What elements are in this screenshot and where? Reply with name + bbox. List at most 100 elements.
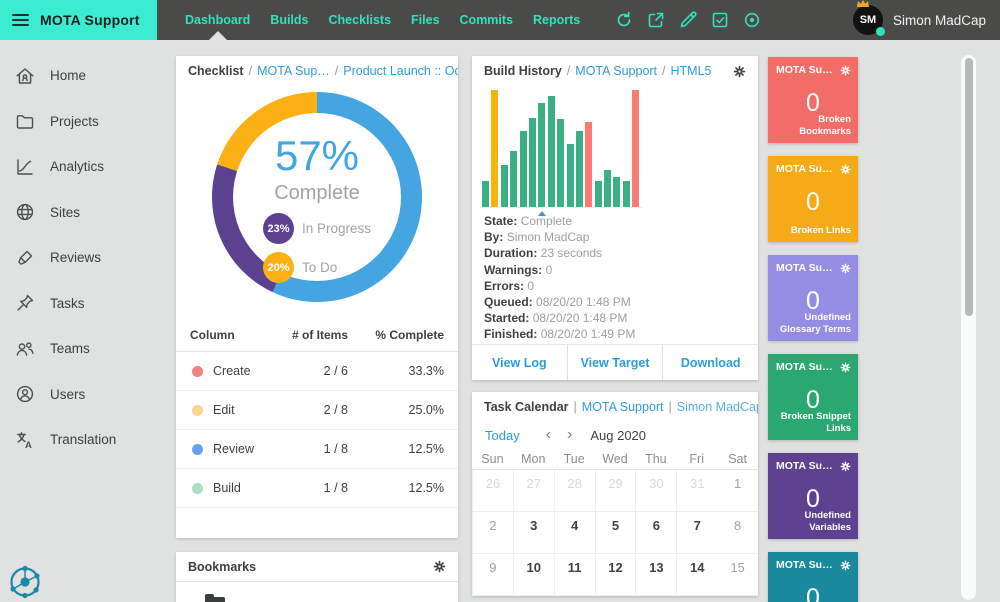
calendar-today-button[interactable]: Today [485, 427, 520, 443]
detail-label: Duration: [484, 246, 538, 261]
nav-tab[interactable]: Checklists [329, 0, 392, 40]
table-row: Edit 2 / 8 25.0% [176, 391, 458, 430]
chevron-right-icon[interactable]: › [567, 426, 573, 443]
calendar-date-cell[interactable]: 5 [594, 512, 636, 554]
calendar-date-cell[interactable]: 8 [717, 512, 758, 554]
folder-icon[interactable] [205, 594, 225, 602]
calendar-date-cell[interactable]: 28 [553, 470, 595, 512]
edit-icon[interactable] [678, 10, 698, 30]
row-color-dot [192, 443, 203, 455]
calendar-date-cell[interactable]: 2 [472, 512, 513, 554]
task-check-icon[interactable] [710, 10, 730, 30]
calendar-date-cell[interactable]: 15 [717, 554, 758, 596]
sidebar-item-home[interactable]: Home [0, 53, 157, 99]
build-bar [575, 130, 583, 207]
calendar-date-cell[interactable]: 4 [553, 512, 595, 554]
refresh-icon[interactable] [614, 10, 634, 30]
target-icon[interactable] [742, 10, 762, 30]
task-calendar-widget: Task Calendar | MOTA Support | Simon Mad… [472, 392, 758, 596]
gear-icon[interactable] [840, 560, 851, 571]
calendar-date-cell[interactable]: 30 [635, 470, 677, 512]
calendar-date-cell[interactable]: 14 [676, 554, 718, 596]
calendar-date-cell[interactable]: 10 [512, 554, 554, 596]
calendar-date-cell[interactable]: 9 [472, 554, 513, 596]
brand-title: MOTA Support [40, 12, 140, 28]
open-in-new-icon[interactable] [646, 10, 666, 30]
calendar-date-cell[interactable]: 6 [635, 512, 677, 554]
sidebar-item-tasks[interactable]: Tasks [0, 281, 157, 327]
gear-icon[interactable] [433, 560, 446, 573]
column-header: Column [190, 327, 235, 342]
build-action-link[interactable]: View Target [568, 345, 664, 380]
nav-tab[interactable]: Builds [270, 0, 308, 40]
build-detail-row: Started: 08/20/20 1:48 PM [484, 310, 746, 326]
app-logo-icon[interactable] [6, 563, 44, 601]
chevron-left-icon[interactable]: ‹ [545, 426, 552, 443]
folder-icon [14, 110, 36, 132]
report-card[interactable]: MOTA Su… 0 Broken Links [768, 156, 858, 242]
sidebar-item-reviews[interactable]: Reviews [0, 235, 157, 281]
report-card-title: MOTA Su… [776, 559, 833, 571]
calendar-date-cell[interactable]: 13 [635, 554, 677, 596]
calendar-date-cell[interactable]: 3 [512, 512, 554, 554]
row-items: 1 / 8 [323, 442, 348, 456]
checklist-widget: Checklist / MOTA Sup… / Product Launch :… [176, 56, 458, 538]
gear-icon[interactable] [840, 461, 851, 472]
calendar-date-cell[interactable]: 7 [676, 512, 718, 554]
report-card[interactable]: MOTA Su… 0 Broken Snippet Links [768, 354, 858, 440]
nav-tab[interactable]: Files [411, 0, 440, 40]
calendar-date-cell[interactable]: 11 [553, 554, 595, 596]
report-card[interactable]: MOTA Su… 0 [768, 552, 858, 602]
checklist-project-link[interactable]: MOTA Sup… [257, 64, 330, 78]
calendar-grid: 26 27 28 29 30 31 1 2 3 4 5 6 7 8 9 [472, 470, 758, 596]
calendar-date-cell[interactable]: 29 [594, 470, 636, 512]
sidebar-item-teams[interactable]: Teams [0, 326, 157, 372]
gear-icon[interactable] [840, 362, 851, 373]
checklist-item-link[interactable]: Product Launch :: October… [343, 64, 458, 78]
sidebar-item-translation[interactable]: A Translation [0, 417, 157, 463]
calendar-date-cell[interactable]: 31 [676, 470, 718, 512]
calendar-date-cell[interactable]: 26 [472, 470, 513, 512]
checklist-donut-ring [212, 92, 422, 302]
build-target-link[interactable]: HTML5 [670, 64, 712, 78]
sidebar-item-projects[interactable]: Projects [0, 99, 157, 145]
sidebar-item-analytics[interactable]: Analytics [0, 144, 157, 190]
build-action-link[interactable]: Download [680, 355, 741, 370]
nav-tab[interactable]: Commits [460, 0, 513, 40]
calendar-date-cell[interactable]: 12 [594, 554, 636, 596]
build-bar [622, 181, 630, 207]
build-action-link[interactable]: View Log [472, 345, 568, 380]
scrollbar-thumb[interactable] [964, 58, 973, 316]
report-card[interactable]: MOTA Su… 0 Undefined Variables [768, 453, 858, 539]
build-details: State: Complete By: Simon MadCap Duratio… [484, 213, 746, 343]
svg-text:A: A [25, 440, 32, 451]
gear-icon[interactable] [840, 164, 851, 175]
nav-tab[interactable]: Dashboard [185, 0, 250, 40]
report-card[interactable]: MOTA Su… 0 Undefined Glossary Terms [768, 255, 858, 341]
hamburger-menu-icon[interactable] [12, 11, 29, 29]
calendar-date-cell[interactable]: 27 [512, 470, 554, 512]
calendar-user-link[interactable]: Simon MadCap [676, 400, 758, 414]
calendar-date-cell[interactable]: 1 [717, 470, 758, 512]
gear-icon[interactable] [840, 65, 851, 76]
detail-label: Queued: [484, 295, 533, 310]
build-bar [604, 169, 612, 207]
crumb-separator: / [662, 64, 666, 78]
build-project-link[interactable]: MOTA Support [575, 64, 658, 78]
report-card[interactable]: MOTA Su… 0 Broken Bookmarks [768, 57, 858, 143]
globe-icon [14, 201, 36, 223]
sidebar-item-sites[interactable]: Sites [0, 190, 157, 236]
people-icon [14, 338, 36, 360]
gear-icon[interactable] [840, 263, 851, 274]
sidebar-item-users[interactable]: Users [0, 372, 157, 418]
report-card-count: 0 [806, 584, 820, 602]
calendar-day-name: Fri [689, 451, 704, 466]
build-detail-row: State: Complete [484, 213, 746, 229]
sidebar-item-label: Analytics [50, 159, 105, 175]
gear-icon[interactable] [733, 65, 746, 78]
row-label: Review [213, 442, 254, 456]
calendar-project-link[interactable]: MOTA Support [581, 400, 664, 414]
nav-tab[interactable]: Reports [533, 0, 580, 40]
avatar[interactable]: SM [852, 0, 885, 36]
nav-tab-label: Reports [533, 13, 581, 27]
